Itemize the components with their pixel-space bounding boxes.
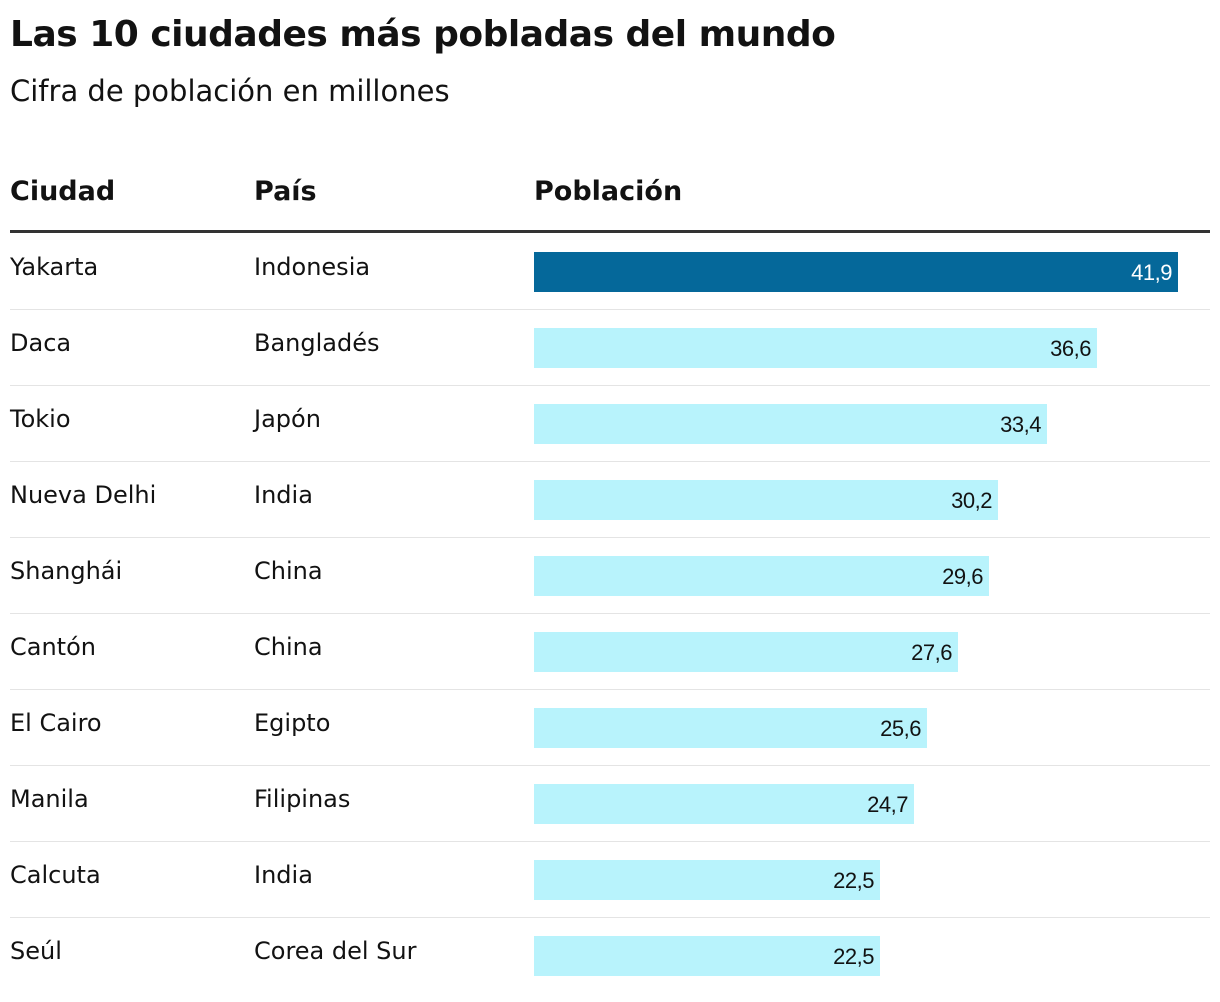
column-header-city: Ciudad: [10, 176, 116, 207]
column-header-population: Población: [534, 176, 683, 207]
table-row: Yakarta Indonesia 41,9: [10, 233, 1210, 310]
city-name: Yakarta: [10, 253, 99, 281]
table-row: Calcuta India 22,5: [10, 841, 1210, 918]
country-name: Japón: [254, 405, 321, 433]
bar-value-label: 22,5: [833, 944, 874, 969]
table-row: Seúl Corea del Sur 22,5: [10, 917, 1210, 993]
population-bar: 27,6: [534, 632, 958, 672]
table-row: Tokio Japón 33,4: [10, 385, 1210, 462]
bar-value-label: 41,9: [1131, 260, 1172, 285]
population-bar: 24,7: [534, 784, 914, 824]
country-name: Egipto: [254, 709, 331, 737]
population-bar: 36,6: [534, 328, 1097, 368]
country-name: Indonesia: [254, 253, 371, 281]
bar-value-label: 27,6: [911, 640, 952, 665]
country-name: India: [254, 861, 313, 889]
country-name: Filipinas: [254, 785, 351, 813]
country-name: China: [254, 633, 323, 661]
table-row: El Cairo Egipto 25,6: [10, 689, 1210, 766]
city-name: Daca: [10, 329, 72, 357]
bar-value-label: 33,4: [1000, 412, 1041, 437]
header-divider: [10, 230, 1210, 233]
bar-value-label: 36,6: [1050, 336, 1091, 361]
city-name: Tokio: [10, 405, 71, 433]
city-name: Shanghái: [10, 557, 123, 585]
bar-value-label: 25,6: [880, 716, 921, 741]
population-bar: 33,4: [534, 404, 1047, 444]
chart-title: Las 10 ciudades más pobladas del mundo: [10, 14, 836, 55]
city-name: El Cairo: [10, 709, 102, 737]
bar-value-label: 22,5: [833, 868, 874, 893]
table-row: Cantón China 27,6: [10, 613, 1210, 690]
table-row: Nueva Delhi India 30,2: [10, 461, 1210, 538]
population-bar: 22,5: [534, 936, 880, 976]
population-bar: 29,6: [534, 556, 989, 596]
population-bar: 41,9: [534, 252, 1178, 292]
bar-value-label: 29,6: [942, 564, 983, 589]
bar-value-label: 30,2: [951, 488, 992, 513]
city-name: Cantón: [10, 633, 96, 661]
country-name: China: [254, 557, 323, 585]
table-row: Daca Bangladés 36,6: [10, 309, 1210, 386]
country-name: Bangladés: [254, 329, 380, 357]
city-name: Nueva Delhi: [10, 481, 157, 509]
city-name: Manila: [10, 785, 89, 813]
table-row: Shanghái China 29,6: [10, 537, 1210, 614]
country-name: Corea del Sur: [254, 937, 417, 965]
bar-value-label: 24,7: [867, 792, 908, 817]
city-name: Seúl: [10, 937, 62, 965]
population-bar: 22,5: [534, 860, 880, 900]
population-bar: 25,6: [534, 708, 927, 748]
city-name: Calcuta: [10, 861, 101, 889]
chart-subtitle: Cifra de población en millones: [10, 74, 450, 108]
population-bar: 30,2: [534, 480, 998, 520]
column-header-country: País: [254, 176, 317, 207]
country-name: India: [254, 481, 313, 509]
table-row: Manila Filipinas 24,7: [10, 765, 1210, 842]
